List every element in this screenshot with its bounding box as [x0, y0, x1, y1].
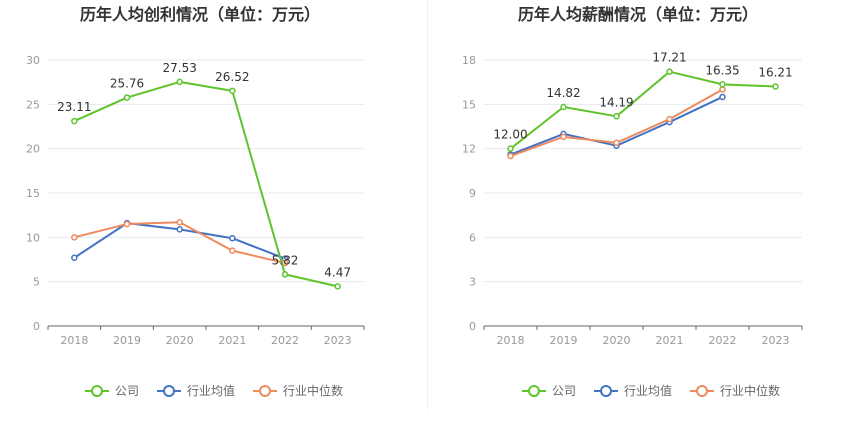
y-tick-label: 3: [469, 276, 476, 289]
x-tick-label: 2023: [324, 334, 352, 347]
data-point: [719, 93, 726, 101]
x-tick-label: 2021: [656, 334, 684, 347]
data-point: [613, 113, 620, 120]
x-tick-label: 2022: [709, 334, 737, 347]
x-tick-label: 2018: [60, 334, 88, 347]
y-tick-label: 6: [469, 231, 476, 244]
data-point: [229, 234, 236, 242]
data-point: [176, 219, 183, 226]
chart-2: 历年人均薪酬情况（单位：万元） 0 3 6 9 12 15 18 2018 2019 2020 202…: [462, 5, 803, 398]
y-tick-label: 15: [26, 187, 40, 200]
y-tick-label: 25: [26, 98, 40, 111]
data-point: [71, 234, 78, 241]
legend-label: 公司: [552, 384, 576, 398]
data-point: [560, 103, 567, 111]
x-tick-label: 2019: [113, 334, 141, 347]
data-label: 27.53: [162, 61, 196, 75]
data-point: [176, 226, 183, 233]
y-tick-label: 0: [469, 320, 476, 333]
data-label: 26.52: [215, 70, 249, 84]
y-tick-label: 30: [26, 54, 40, 67]
y-tick-label: 5: [33, 276, 40, 289]
legend-swatch-marker: [696, 385, 708, 397]
chart-1: 历年人均创利情况（单位：万元） 0 5 10 15 20 25 30 2018 2019 2020 2…: [26, 5, 365, 398]
x-tick-label: 2021: [218, 334, 246, 347]
legend-item: 行业均值: [157, 383, 235, 398]
x-tick-label: 2018: [497, 334, 525, 347]
data-point: [560, 133, 567, 141]
y-tick-label: 9: [469, 187, 476, 200]
data-point: [613, 139, 620, 147]
y-tick-label: 18: [462, 54, 476, 67]
data-point: [334, 283, 341, 290]
data-label: 4.47: [324, 265, 351, 279]
y-tick-label: 10: [26, 231, 40, 244]
legend-label: 公司: [115, 384, 139, 398]
legend-item: 行业中位数: [253, 383, 343, 398]
x-tick-label: 2022: [271, 334, 299, 347]
data-point: [71, 117, 78, 125]
data-point: [666, 115, 673, 123]
legend-label: 行业中位数: [720, 383, 780, 398]
data-label: 16.21: [758, 65, 792, 79]
legend-item: 行业均值: [594, 383, 672, 398]
legend-swatch-marker: [259, 385, 271, 397]
legend-item: 行业中位数: [690, 383, 780, 398]
legend-label: 行业中位数: [283, 383, 343, 398]
chart-divider: [427, 0, 428, 410]
data-label: 14.82: [546, 86, 580, 100]
x-tick-label: 2019: [550, 334, 578, 347]
legend-label: 行业均值: [187, 383, 235, 398]
data-point: [281, 271, 289, 278]
y-tick-label: 15: [462, 98, 476, 111]
y-tick-label: 12: [462, 143, 476, 156]
data-label: 5.82: [272, 253, 299, 267]
data-point: [719, 86, 726, 93]
data-point: [666, 68, 673, 75]
data-label: 25.76: [110, 77, 144, 91]
data-point: [229, 247, 236, 254]
y-tick-label: 0: [33, 320, 40, 333]
legend-swatch-marker: [528, 385, 540, 397]
legend-swatch-marker: [91, 385, 103, 397]
chart-title: 历年人均创利情况（单位：万元）: [80, 5, 320, 24]
series-line-company: [509, 70, 776, 150]
data-label: 17.21: [652, 51, 686, 65]
data-point: [71, 254, 78, 261]
x-tick-label: 2020: [166, 334, 194, 347]
data-label: 23.11: [57, 100, 91, 114]
data-point: [719, 81, 726, 88]
data-point: [772, 83, 779, 90]
legend-swatch-marker: [600, 385, 612, 397]
legend-label: 行业均值: [624, 383, 672, 398]
chart-title: 历年人均薪酬情况（单位：万元）: [518, 5, 758, 24]
data-point: [123, 94, 131, 101]
data-point: [507, 145, 514, 152]
data-label: 14.19: [599, 95, 633, 109]
series-line-company: [73, 80, 338, 288]
x-tick-label: 2023: [762, 334, 790, 347]
data-point: [123, 220, 131, 228]
data-point: [229, 87, 236, 95]
y-tick-label: 20: [26, 143, 40, 156]
legend-item: 公司: [85, 384, 139, 398]
data-point: [176, 78, 183, 86]
legend-item: 公司: [522, 384, 576, 398]
data-point: [507, 152, 514, 160]
x-tick-label: 2020: [603, 334, 631, 347]
legend-swatch-marker: [163, 385, 175, 397]
data-label: 12.00: [493, 128, 527, 142]
data-label: 16.35: [705, 63, 739, 77]
